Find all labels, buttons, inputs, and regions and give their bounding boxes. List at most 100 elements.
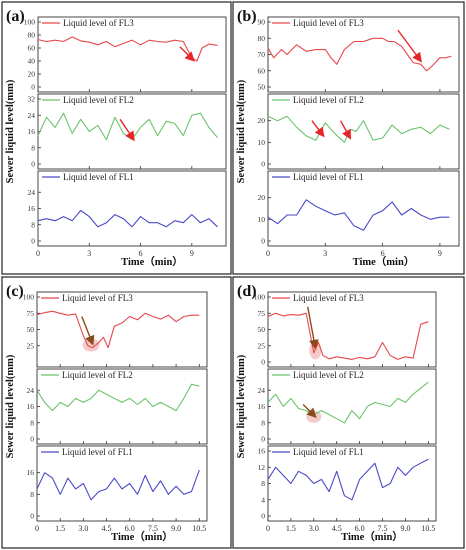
x-tick-label: 4.5 [332,524,342,533]
legend-label: Liquid level of FL2 [293,95,364,105]
subplot-frame [267,170,460,247]
legend-label: Liquid level of FL2 [293,370,364,380]
y-tick-label: 24 [27,386,35,395]
y-tick-label: 10 [258,215,266,224]
quadrant-frame [232,276,465,549]
annotation-arrow [311,120,325,138]
x-tick-label: 3.0 [309,524,319,533]
series-line [267,199,450,231]
y-tick-label: 75 [27,309,35,318]
legend-label: Liquid level of FL2 [63,95,134,105]
y-tick-label: 8 [31,143,35,152]
subplot-1: 25 50 75 100 Liquid level of FL3 [23,291,208,368]
y-tick-label: 50 [27,325,35,334]
y-axis-title: Sewer liquid level(mm) [5,79,16,183]
legend-label: Liquid level of FL1 [62,447,133,457]
y-tick-label: 8 [31,220,35,229]
y-tick-label: 0 [261,160,265,169]
y-tick-label: 8 [261,418,265,427]
y-tick-label: 50 [258,83,266,92]
x-tick-label: 6.0 [355,524,365,533]
y-tick-label: 25 [258,341,266,350]
y-tick-label: 16 [28,127,36,136]
x-tick-label: 9 [438,249,442,258]
subplot-3: 0 8 16 Liquid level of FL1 [27,445,208,522]
x-axis-title: Time（min） [353,255,415,268]
x-tick-label: 6 [381,249,385,258]
y-tick-label: 75 [258,309,266,318]
quadrant-frame [1,276,232,549]
y-tick-label: 0 [261,435,265,444]
series-line [267,381,429,424]
y-tick-label: 60 [258,66,266,75]
y-tick-label: 24 [28,188,36,197]
x-tick-label: 3 [87,249,91,258]
x-tick-label: 10.5 [192,524,206,533]
series-line [267,115,450,143]
subplot-frame [267,16,460,93]
subplot-frame [267,445,437,522]
y-tick-label: 8 [30,418,34,427]
x-tick-label: 0 [35,524,39,533]
y-tick-label: 0 [30,435,34,444]
subplot-3: 0 4 8 12 16 Liquid level of FL1 [258,445,437,522]
x-tick-label: 7.5 [148,524,158,533]
x-tick-label: 3.0 [78,524,88,533]
x-tick-label: 1.5 [55,524,65,533]
x-tick-label: 4.5 [102,524,112,533]
subplot-3: 0 10 20 Liquid level of FL1 [258,170,460,247]
y-axis-title: Sewer liquid level(mm) [236,79,247,183]
legend-label: Liquid level of FL3 [63,18,134,28]
y-tick-label: 50 [258,325,266,334]
y-tick-label: 0 [31,160,35,169]
chart-quadrant-d: (d) Sewer liquid level(mm) 0 25 50 75 100 Liqui… [232,276,465,549]
legend-label: Liquid level of FL1 [293,447,364,457]
series-line [267,312,429,360]
x-tick-label: 6.0 [125,524,135,533]
series-line [36,383,200,412]
subplot-frame [267,93,460,170]
subplot-1: 0 20 40 60 80 100 Liquid level of FL3 [24,16,227,93]
panel-label: (c) [6,283,24,300]
x-tick-label: 9.0 [400,524,410,533]
x-tick-label: 0 [266,524,270,533]
subplot-frame [36,445,208,522]
y-tick-label: 100 [254,293,266,302]
x-axis-title: Time（min） [341,530,403,543]
annotation-arrow [397,29,422,63]
y-tick-label: 24 [258,386,266,395]
y-tick-label: 90 [258,18,266,27]
y-tick-label: 8 [261,479,265,488]
subplot-1: 0 25 50 75 100 Liquid level of FL3 [254,291,437,368]
y-tick-label: 0 [31,237,35,246]
y-tick-label: 16 [258,402,266,411]
y-tick-label: 4 [261,495,265,504]
y-tick-label: 0 [261,237,265,246]
y-tick-label: 16 [27,402,35,411]
subplot-frame [37,93,227,170]
subplot-frame [36,291,208,368]
y-tick-label: 0 [30,512,34,521]
y-axis-title: Sewer liquid level(mm) [236,354,247,458]
y-tick-label: 24 [28,111,36,120]
y-tick-label: 8 [30,490,34,499]
subplot-1: 50 60 70 80 90 Liquid level of FL3 [258,16,460,93]
subplot-frame [267,368,437,445]
panel-label: (b) [237,8,257,25]
subplot-2: 0 10 20 Liquid level of FL2 [258,93,460,170]
annotation-arrow [179,46,195,62]
series-line [267,37,452,72]
annotation-arrow [339,120,352,140]
legend-label: Liquid level of FL3 [293,293,364,303]
x-tick-label: 10.5 [421,524,435,533]
legend-label: Liquid level of FL2 [62,370,133,380]
annotation-arrow [307,306,319,350]
subplot-frame [267,291,437,368]
y-tick-label: 100 [24,18,36,27]
y-tick-label: 0 [31,83,35,92]
y-tick-label: 80 [28,31,36,40]
y-tick-label: 16 [258,447,266,456]
y-tick-label: 70 [258,50,266,59]
